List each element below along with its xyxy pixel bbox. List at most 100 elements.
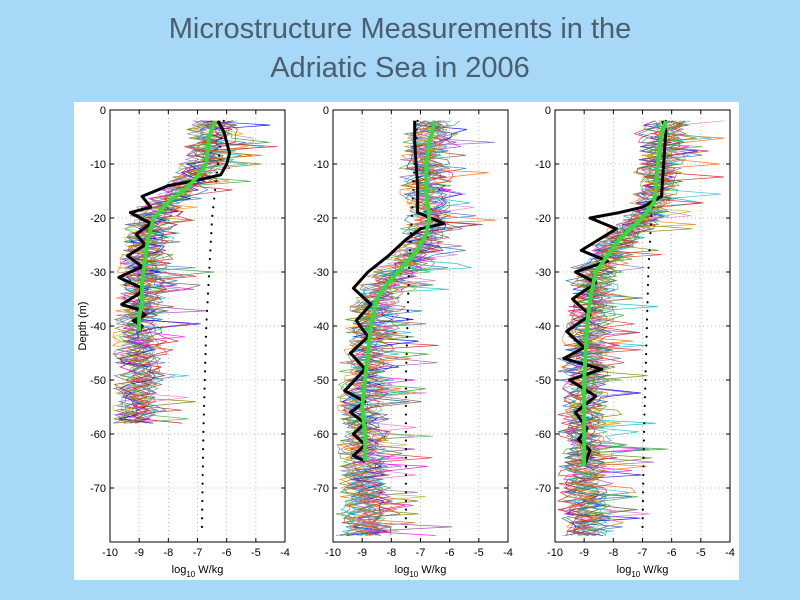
x-tick-label: -7 <box>638 547 648 559</box>
reference-dot <box>202 404 206 408</box>
reference-dot <box>411 206 414 209</box>
reference-dot <box>648 249 651 252</box>
reference-dot <box>404 387 408 390</box>
x-tick-label: -7 <box>193 547 203 559</box>
x-tick-label: -10 <box>547 547 563 559</box>
reference-dot <box>644 370 647 373</box>
reference-dot <box>404 465 408 468</box>
reference-dot <box>210 223 213 226</box>
reference-dot <box>404 404 408 408</box>
reference-dot <box>649 232 652 235</box>
reference-dot <box>219 145 222 148</box>
reference-dot <box>642 465 645 468</box>
x-tick-label: -7 <box>416 547 426 559</box>
reference-dot <box>405 344 408 347</box>
reference-dot <box>641 499 645 503</box>
reference-dot <box>404 473 408 477</box>
reference-dot <box>644 361 647 364</box>
reference-dot <box>646 292 649 295</box>
reference-dot <box>204 335 208 338</box>
profile-line <box>341 120 471 536</box>
reference-dot <box>212 206 215 209</box>
reference-dot <box>220 136 223 140</box>
reference-dot <box>650 214 653 217</box>
slide-title-line-1: Microstructure Measurements in the <box>168 13 632 45</box>
reference-dot <box>641 508 644 511</box>
reference-dot <box>405 370 408 373</box>
reference-dot <box>404 413 408 416</box>
reference-dot <box>207 275 211 278</box>
reference-dot <box>404 378 408 382</box>
profile-line <box>113 120 247 424</box>
x-axis-label: log10 W/kg <box>395 564 447 579</box>
reference-dot <box>406 309 409 312</box>
y-tick-label: -60 <box>313 429 329 441</box>
y-tick-label: -50 <box>90 375 106 387</box>
reference-dot <box>646 309 649 312</box>
reference-dot <box>405 352 408 356</box>
reference-dot <box>206 301 209 304</box>
reference-dot <box>408 249 412 252</box>
reference-dot <box>645 318 649 321</box>
y-tick-label: -20 <box>535 213 551 225</box>
profile-line <box>571 120 689 536</box>
mean-profile-line <box>360 120 438 461</box>
reference-dot <box>200 517 204 520</box>
reference-dot <box>204 344 207 347</box>
profile-line <box>561 120 676 536</box>
y-tick-label: -60 <box>535 429 551 441</box>
profile-line <box>354 120 463 536</box>
reference-dot <box>407 275 410 278</box>
reference-dot <box>645 352 648 356</box>
x-tick-label: -6 <box>667 547 677 559</box>
reference-dot <box>216 162 220 166</box>
reference-dot <box>222 119 225 122</box>
reference-dot <box>213 197 216 200</box>
reference-dot <box>647 275 650 278</box>
reference-dot <box>646 301 649 304</box>
reference-dot <box>406 318 409 321</box>
y-tick-label: -40 <box>90 321 106 333</box>
reference-dot <box>404 499 408 503</box>
x-tick-label: -8 <box>163 547 173 559</box>
profile-line <box>126 120 270 424</box>
reference-dot <box>205 318 208 321</box>
x-tick-label: -4 <box>503 547 513 559</box>
reference-dot <box>202 422 205 425</box>
reference-dot <box>412 180 415 183</box>
reference-dot <box>210 232 213 235</box>
reference-dot <box>642 448 645 451</box>
reference-dot <box>641 517 644 520</box>
reference-dot <box>215 171 219 174</box>
reference-dot <box>646 283 650 287</box>
reference-dot <box>407 283 410 287</box>
y-tick-label: 0 <box>323 105 329 117</box>
reference-dot <box>642 473 645 477</box>
mean-profile-line <box>137 120 217 332</box>
x-tick-label: -6 <box>222 547 232 559</box>
y-tick-label: -50 <box>535 375 551 387</box>
reference-dot <box>203 370 207 373</box>
x-axis-label: log10 W/kg <box>617 564 669 579</box>
x-tick-label: -9 <box>134 547 144 559</box>
reference-dot <box>648 240 652 243</box>
reference-dot <box>217 154 221 157</box>
y-tick-label: -30 <box>535 267 551 279</box>
reference-dot <box>404 508 408 511</box>
reference-dot <box>642 430 646 433</box>
reference-dot <box>406 301 410 304</box>
profile-line <box>567 120 703 536</box>
x-tick-label: -4 <box>725 547 735 559</box>
x-tick-label: -5 <box>251 547 261 559</box>
y-tick-label: -10 <box>313 159 329 171</box>
x-tick-label: -4 <box>280 547 290 559</box>
reference-dot <box>200 525 204 528</box>
reference-dot <box>643 404 646 408</box>
y-tick-label: 0 <box>545 105 551 117</box>
reference-dot <box>409 240 412 243</box>
y-tick-label: -30 <box>90 267 106 279</box>
reference-dot <box>205 309 209 312</box>
reference-dot <box>641 525 644 528</box>
y-tick-label: -30 <box>313 267 329 279</box>
